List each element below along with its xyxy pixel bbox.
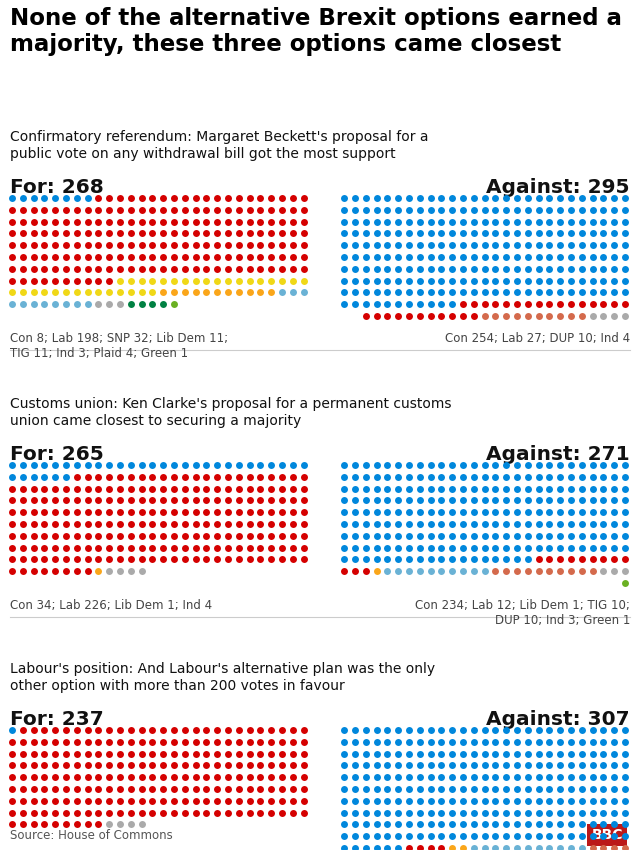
Text: Against: 307: Against: 307 [486, 710, 630, 729]
Text: Customs union: Ken Clarke's proposal for a permanent customs
union came closest : Customs union: Ken Clarke's proposal for… [10, 397, 451, 428]
Text: Con 234; Lab 12; Lib Dem 1; TIG 10;
DUP 10; Ind 3; Green 1: Con 234; Lab 12; Lib Dem 1; TIG 10; DUP … [415, 598, 630, 626]
Text: Con 34; Lab 226; Lib Dem 1; Ind 4: Con 34; Lab 226; Lib Dem 1; Ind 4 [10, 598, 212, 612]
Text: For: 268: For: 268 [10, 178, 104, 197]
Text: For: 265: For: 265 [10, 445, 104, 464]
Text: Con 8; Lab 198; SNP 32; Lib Dem 11;
TIG 11; Ind 3; Plaid 4; Green 1: Con 8; Lab 198; SNP 32; Lib Dem 11; TIG … [10, 332, 228, 360]
Text: Source: House of Commons: Source: House of Commons [10, 829, 173, 842]
Text: Against: 295: Against: 295 [486, 178, 630, 197]
Text: BBC: BBC [591, 828, 623, 842]
Text: None of the alternative Brexit options earned a
majority, these three options ca: None of the alternative Brexit options e… [10, 7, 622, 56]
Text: Labour's position: And Labour's alternative plan was the only
other option with : Labour's position: And Labour's alternat… [10, 662, 435, 693]
Text: Confirmatory referendum: Margaret Beckett's proposal for a
public vote on any wi: Confirmatory referendum: Margaret Becket… [10, 130, 429, 161]
Text: For: 237: For: 237 [10, 710, 104, 729]
Text: Against: 271: Against: 271 [486, 445, 630, 464]
Text: Con 254; Lab 27; DUP 10; Ind 4: Con 254; Lab 27; DUP 10; Ind 4 [445, 332, 630, 345]
